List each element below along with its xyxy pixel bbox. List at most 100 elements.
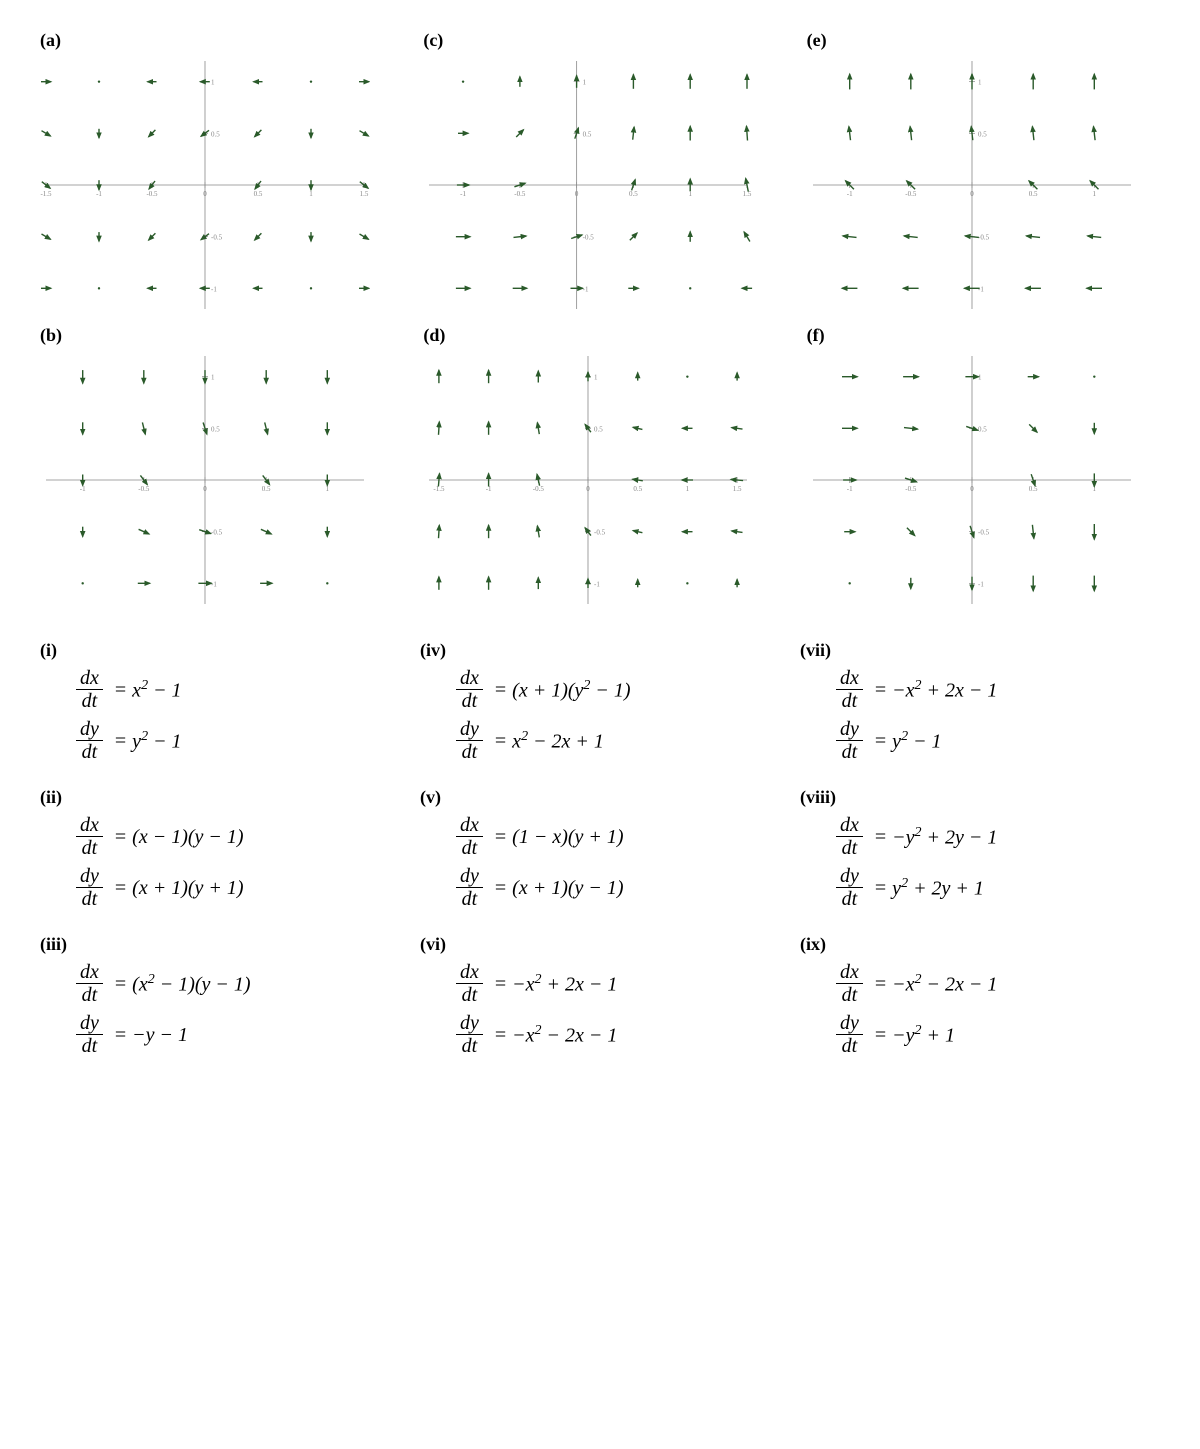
svg-text:1: 1	[211, 79, 215, 87]
svg-text:1.5: 1.5	[360, 190, 369, 198]
dy-line: dydt=−x2 − 2x − 1	[456, 1012, 780, 1057]
rhs: −x2 − 2x − 1	[512, 1023, 617, 1047]
svg-text:0.5: 0.5	[978, 425, 987, 433]
dy-line: dydt=x2 − 2x + 1	[456, 718, 780, 763]
dy-line: dydt=y2 + 2y + 1	[836, 865, 1160, 910]
svg-text:0.5: 0.5	[254, 190, 263, 198]
svg-text:-1: -1	[211, 285, 217, 293]
equals-sign: =	[115, 877, 126, 899]
rhs: x2 − 1	[132, 678, 181, 702]
dy-line: dydt=y2 − 1	[76, 718, 400, 763]
rhs: −x2 − 2x − 1	[892, 972, 997, 996]
equation-body-iv: dxdt = (x + 1)(y2 − 1) dydt=x2 − 2x + 1	[420, 667, 780, 763]
svg-text:1: 1	[978, 374, 982, 382]
svg-text:1: 1	[211, 374, 215, 382]
fraction: dxdt	[456, 667, 483, 712]
equation-body-i: dxdt=x2 − 1dydt=y2 − 1	[40, 667, 400, 763]
svg-text:0.5: 0.5	[583, 130, 592, 138]
equals-sign: =	[495, 877, 506, 899]
plot-label-e: (e)	[807, 30, 1160, 51]
equals-sign: =	[495, 1024, 506, 1046]
svg-text:-1: -1	[583, 285, 589, 293]
svg-text:1.5: 1.5	[743, 190, 752, 198]
svg-text:0.5: 0.5	[1028, 485, 1037, 493]
equation-label-ix: (ix)	[800, 934, 1160, 955]
svg-text:0: 0	[575, 190, 579, 198]
svg-text:-1: -1	[846, 485, 852, 493]
fraction: dydt	[836, 718, 863, 763]
svg-text:1: 1	[309, 190, 313, 198]
fraction: dxdt	[76, 961, 103, 1006]
svg-text:-0.5: -0.5	[211, 234, 223, 242]
dy-line: dydt=−y2 + 1	[836, 1012, 1160, 1057]
vector-field-plot-d: -1.5-1-0.500.511.5-1-0.50.51	[423, 350, 753, 610]
dy-line: dydt=(x + 1)(y + 1)	[76, 865, 400, 910]
dx-line: dxdt = (x + 1)(y2 − 1)	[456, 667, 780, 712]
dy-line: dydt=−y − 1	[76, 1012, 400, 1057]
equals-sign: =	[875, 679, 886, 701]
equals-sign: =	[495, 679, 506, 701]
rhs: y2 − 1	[132, 729, 181, 753]
svg-text:-1.5: -1.5	[40, 190, 52, 198]
svg-text:-0.5: -0.5	[978, 234, 990, 242]
dx-line: dxdt = −x2 − 2x − 1	[836, 961, 1160, 1006]
equation-cell-v: (v)dxdt=(1 − x)(y + 1)dydt=(x + 1)(y − 1…	[420, 787, 780, 916]
rhs: (1 − x)(y + 1)	[512, 826, 623, 848]
equals-sign: =	[875, 877, 886, 899]
svg-text:1.5: 1.5	[733, 485, 742, 493]
svg-text:1: 1	[583, 79, 587, 87]
svg-text:-0.5: -0.5	[905, 485, 917, 493]
equation-body-viii: dxdt=−y2 + 2y − 1dydt=y2 + 2y + 1	[800, 814, 1160, 910]
equals-sign: =	[495, 826, 506, 848]
fraction: dydt	[76, 718, 103, 763]
svg-text:0: 0	[587, 485, 591, 493]
dx-line: dxdt = (1 − x)(y + 1)	[456, 814, 780, 859]
svg-text:0.5: 0.5	[594, 425, 603, 433]
rhs: (x + 1)(y2 − 1)	[512, 678, 630, 702]
dx-line: dxdt=(x2 − 1)(y − 1)	[76, 961, 400, 1006]
dx-line: dxdt=−x2 + 2x − 1	[456, 961, 780, 1006]
svg-text:0.5: 0.5	[211, 425, 220, 433]
dx-line: dxdt=−y2 + 2y − 1	[836, 814, 1160, 859]
fraction: dxdt	[76, 814, 103, 859]
equation-body-v: dxdt=(1 − x)(y + 1)dydt=(x + 1)(y − 1)	[420, 814, 780, 910]
svg-text:0.5: 0.5	[629, 190, 638, 198]
equation-cell-iv: (iv) dxdt = (x + 1)(y2 − 1) dydt=x2 − 2x + 1	[420, 640, 780, 769]
vector-field-plot-a: -1.5-1-0.500.511.5-1-0.50.51	[40, 55, 370, 315]
equals-sign: =	[115, 679, 126, 701]
fraction: dydt	[836, 865, 863, 910]
svg-text:-1: -1	[460, 190, 466, 198]
equals-sign: =	[875, 973, 886, 995]
svg-text:0.5: 0.5	[1028, 190, 1037, 198]
fraction: dydt	[76, 865, 103, 910]
equation-body-ix: dxdt = −x2 − 2x − 1 dydt=−y2 + 1	[800, 961, 1160, 1057]
equation-body-vii: dxdt=−x2 + 2x − 1dydt=y2 − 1	[800, 667, 1160, 763]
plot-cell-b: (b)-1-0.500.51-1-0.50.51	[40, 325, 393, 610]
svg-text:-1: -1	[978, 285, 984, 293]
rhs: −y − 1	[132, 1024, 188, 1046]
fraction: dydt	[456, 865, 483, 910]
svg-text:-1: -1	[211, 580, 217, 588]
plot-label-d: (d)	[423, 325, 776, 346]
vector-field-plot-f: -1-0.500.51-1-0.50.51	[807, 350, 1137, 610]
equation-cell-iii: (iii)dxdt=(x2 − 1)(y − 1)dydt=−y − 1	[40, 934, 400, 1063]
svg-text:1: 1	[594, 374, 598, 382]
plot-cell-d: (d)-1.5-1-0.500.511.5-1-0.50.51	[423, 325, 776, 610]
fraction: dxdt	[836, 814, 863, 859]
dy-line: dydt=y2 − 1	[836, 718, 1160, 763]
equation-cell-vii: (vii)dxdt=−x2 + 2x − 1dydt=y2 − 1	[800, 640, 1160, 769]
svg-text:0: 0	[970, 485, 974, 493]
svg-text:0: 0	[203, 485, 207, 493]
svg-text:1: 1	[326, 485, 330, 493]
vector-field-plot-e: -1-0.500.51-1-0.50.51	[807, 55, 1137, 315]
plot-cell-e: (e)-1-0.500.51-1-0.50.51	[807, 30, 1160, 315]
vector-field-grid: (a)-1.5-1-0.500.511.5-1-0.50.51(c)-1-0.5…	[40, 30, 1160, 610]
equation-label-iv: (iv)	[420, 640, 780, 661]
equation-cell-ix: (ix) dxdt = −x2 − 2x − 1 dydt=−y2 + 1	[800, 934, 1160, 1063]
fraction: dydt	[456, 718, 483, 763]
equals-sign: =	[115, 1024, 126, 1046]
equation-label-viii: (viii)	[800, 787, 1160, 808]
fraction: dxdt	[456, 814, 483, 859]
fraction: dxdt	[836, 961, 863, 1006]
equation-body-ii: dxdt=(x − 1)(y − 1)dydt=(x + 1)(y + 1)	[40, 814, 400, 910]
